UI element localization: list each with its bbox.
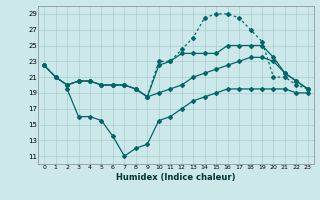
X-axis label: Humidex (Indice chaleur): Humidex (Indice chaleur)	[116, 173, 236, 182]
